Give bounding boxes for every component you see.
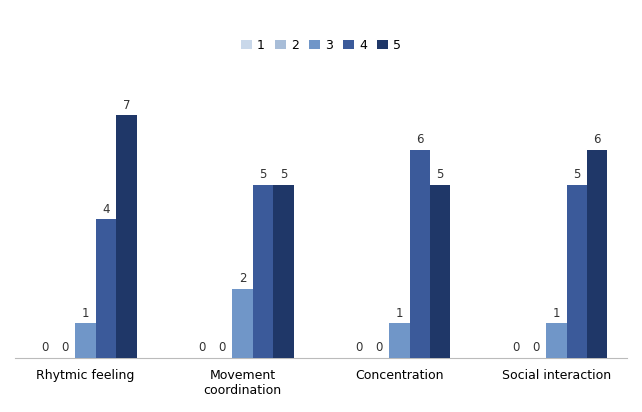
Bar — [96, 219, 116, 358]
Text: 0: 0 — [376, 342, 383, 354]
Text: 1: 1 — [553, 307, 560, 320]
Bar — [253, 185, 273, 358]
Bar — [273, 185, 293, 358]
Text: 2: 2 — [239, 272, 247, 285]
Text: 0: 0 — [62, 342, 69, 354]
Text: 5: 5 — [280, 168, 287, 181]
Text: 1: 1 — [82, 307, 89, 320]
Text: 5: 5 — [437, 168, 444, 181]
Bar — [116, 115, 137, 358]
Bar — [75, 323, 96, 358]
Text: 0: 0 — [198, 342, 205, 354]
Text: 0: 0 — [218, 342, 226, 354]
Bar — [410, 150, 430, 358]
Text: 6: 6 — [416, 133, 424, 147]
Legend: 1, 2, 3, 4, 5: 1, 2, 3, 4, 5 — [236, 34, 406, 57]
Text: 1: 1 — [395, 307, 403, 320]
Text: 0: 0 — [532, 342, 540, 354]
Text: 5: 5 — [259, 168, 266, 181]
Text: 4: 4 — [102, 203, 110, 216]
Text: 0: 0 — [41, 342, 49, 354]
Bar — [430, 185, 451, 358]
Bar — [587, 150, 607, 358]
Text: 0: 0 — [355, 342, 362, 354]
Text: 5: 5 — [573, 168, 580, 181]
Bar — [389, 323, 410, 358]
Text: 0: 0 — [512, 342, 519, 354]
Bar — [546, 323, 567, 358]
Text: 6: 6 — [593, 133, 601, 147]
Bar — [232, 288, 253, 358]
Bar — [567, 185, 587, 358]
Text: 7: 7 — [123, 99, 130, 112]
